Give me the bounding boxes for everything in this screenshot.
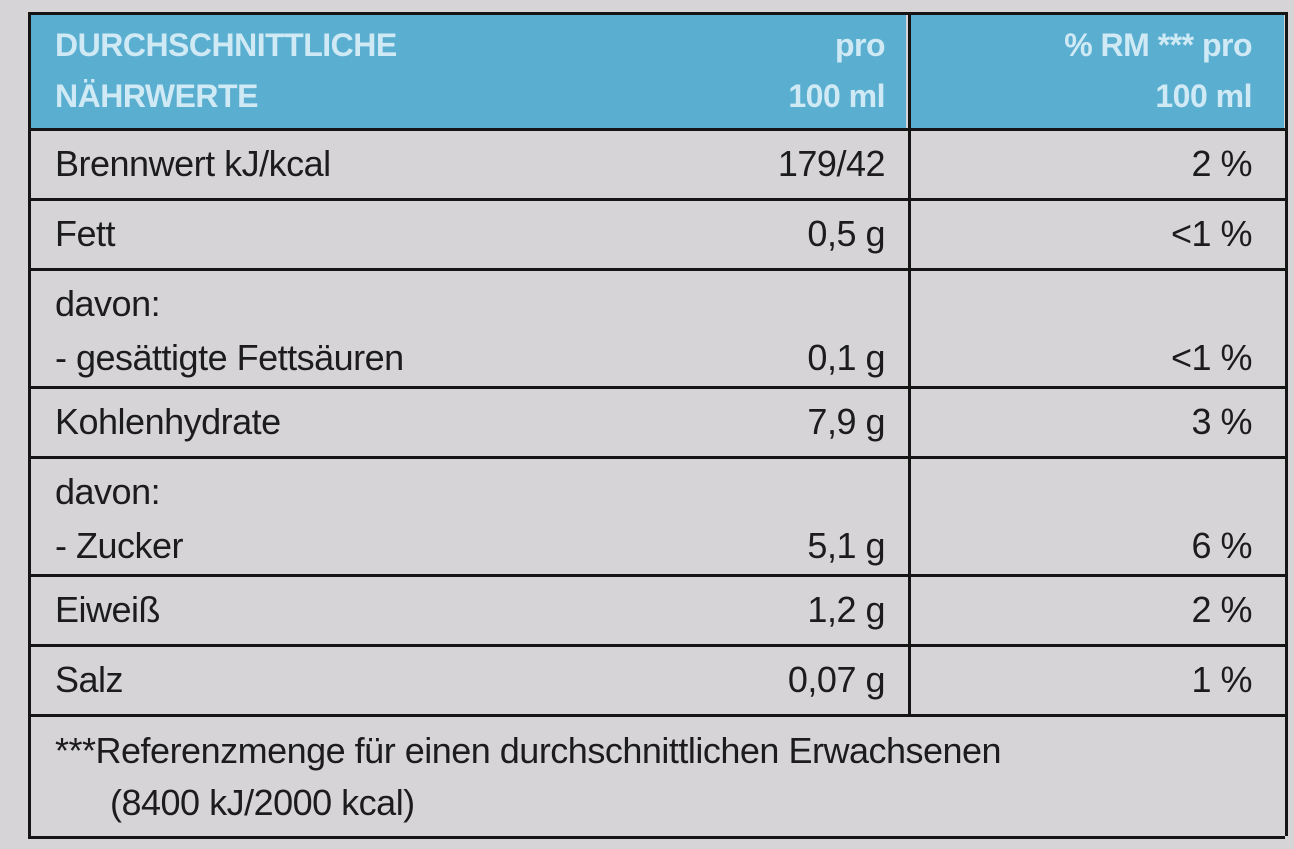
rule: [28, 456, 1285, 459]
reference-percent: 1 %: [1191, 659, 1252, 700]
rule: [28, 198, 1285, 201]
header-band: [30, 14, 906, 128]
per-100ml: 5,1 g: [807, 525, 885, 566]
reference-percent: 2 %: [1191, 143, 1252, 184]
rule: [28, 836, 1285, 839]
reference-percent: 3 %: [1191, 401, 1252, 442]
header-text: pro: [834, 27, 886, 63]
header-text: 100 ml: [788, 78, 885, 114]
per-100ml: 179/42: [777, 143, 886, 184]
row-label: davon:: [55, 283, 161, 324]
rule: [908, 12, 911, 714]
row-label: - gesättigte Fettsäuren: [55, 337, 404, 378]
reference-percent: 6 %: [1191, 525, 1252, 566]
footnote: (8400 kJ/2000 kcal): [110, 782, 415, 823]
rule: [1285, 12, 1288, 836]
per-100ml: 1,2 g: [807, 589, 885, 630]
row-label: Fett: [55, 213, 116, 254]
rule: [28, 574, 1285, 577]
per-100ml: 0,1 g: [807, 337, 885, 378]
per-100ml: 0,07 g: [787, 659, 886, 700]
rule: [28, 644, 1285, 647]
rule: [28, 128, 1285, 131]
rule: [28, 386, 1285, 389]
reference-percent: <1 %: [1170, 337, 1253, 378]
reference-percent: 2 %: [1191, 589, 1252, 630]
header-text: % RM *** pro: [1064, 27, 1252, 63]
row-label: Kohlenhydrate: [55, 401, 281, 442]
per-100ml: 7,9 g: [807, 401, 885, 442]
footnote: ***Referenzmenge für einen durchschnittl…: [55, 730, 1002, 771]
row-label: Brennwert kJ/kcal: [55, 143, 331, 184]
header-text: DURCHSCHNITTLICHE: [55, 27, 397, 63]
reference-percent: <1 %: [1170, 213, 1253, 254]
rule: [28, 714, 1285, 717]
rule: [28, 12, 31, 836]
header-text: NÄHRWERTE: [55, 78, 258, 114]
rule: [28, 12, 1285, 15]
rule: [28, 268, 1285, 271]
header-text: 100 ml: [1155, 78, 1252, 114]
row-label: - Zucker: [55, 525, 184, 566]
per-100ml: 0,5 g: [807, 213, 885, 254]
row-label: davon:: [55, 471, 161, 512]
header-band: [911, 14, 1284, 128]
row-label: Eiweiß: [55, 589, 161, 630]
row-label: Salz: [55, 659, 124, 700]
